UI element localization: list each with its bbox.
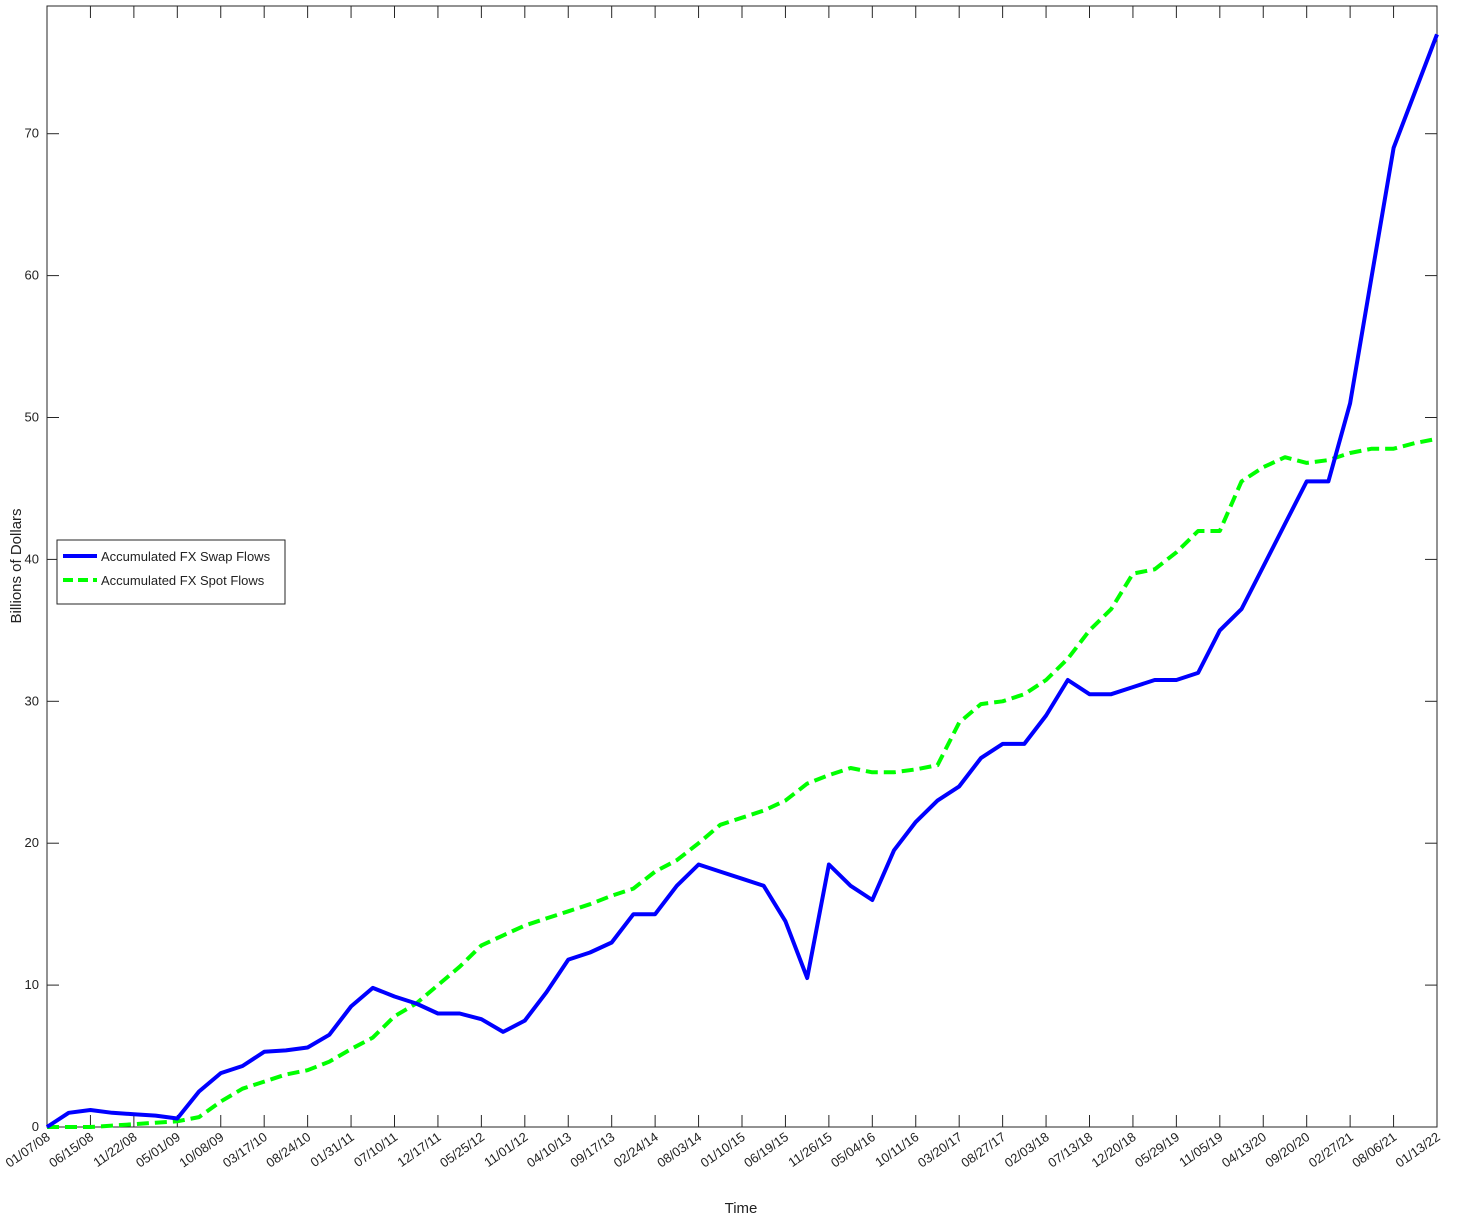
x-tick-label: 04/10/13 (524, 1129, 574, 1170)
y-tick-label: 70 (25, 126, 39, 141)
x-tick-label: 05/25/12 (437, 1129, 487, 1170)
y-axis-label: Billions of Dollars (8, 508, 25, 623)
x-tick-label: 05/29/19 (1132, 1129, 1182, 1170)
x-tick-label: 08/24/10 (263, 1129, 313, 1170)
x-tick-label: 11/01/12 (481, 1129, 530, 1170)
x-tick-label: 12/20/18 (1089, 1129, 1139, 1170)
y-tick-label: 30 (25, 693, 39, 708)
x-tick-label: 06/19/15 (741, 1129, 791, 1170)
x-tick-label: 02/24/14 (611, 1129, 661, 1170)
x-tick-label: 10/08/09 (176, 1129, 226, 1170)
x-tick-label: 06/15/08 (46, 1129, 96, 1170)
x-tick-label: 05/04/16 (828, 1129, 878, 1170)
legend-box (56, 539, 286, 605)
legend-label: Accumulated FX Swap Flows (101, 549, 271, 564)
series-line (47, 436, 1438, 1129)
y-tick-label: 0 (32, 1119, 39, 1134)
x-axis-label: Time (725, 1200, 758, 1217)
x-tick-label: 11/22/08 (90, 1129, 139, 1170)
x-tick-label: 07/13/18 (1045, 1129, 1095, 1170)
x-tick-label: 09/17/13 (567, 1129, 617, 1170)
y-tick-label: 20 (25, 835, 39, 850)
y-tick-label: 10 (25, 977, 39, 992)
series-line (45, 33, 1439, 1129)
y-tick-label: 40 (25, 551, 39, 566)
x-tick-label: 09/20/20 (1262, 1129, 1312, 1170)
y-tick-label: 60 (25, 268, 39, 283)
x-tick-label: 03/17/10 (220, 1129, 270, 1170)
x-tick-label: 05/01/09 (133, 1129, 183, 1170)
x-tick-label: 11/05/19 (1176, 1129, 1225, 1170)
x-tick-label: 10/11/16 (872, 1129, 921, 1170)
x-tick-label: 12/17/11 (394, 1129, 443, 1170)
x-tick-label: 02/03/18 (1002, 1129, 1052, 1170)
x-tick-label: 11/26/15 (785, 1129, 834, 1170)
x-tick-label: 07/10/11 (351, 1129, 400, 1170)
x-tick-label: 02/27/21 (1306, 1129, 1356, 1170)
x-tick-label: 04/13/20 (1219, 1129, 1269, 1170)
x-tick-label: 08/06/21 (1349, 1129, 1399, 1170)
x-tick-label: 08/27/17 (958, 1129, 1008, 1170)
x-tick-label: 03/20/17 (915, 1129, 965, 1170)
x-tick-label: 01/10/15 (698, 1129, 748, 1170)
x-tick-label: 01/31/11 (308, 1129, 357, 1170)
y-tick-label: 50 (25, 410, 39, 425)
x-tick-label: 08/03/14 (654, 1129, 704, 1170)
legend-label: Accumulated FX Spot Flows (101, 573, 265, 588)
x-tick-label: 01/07/08 (3, 1129, 53, 1170)
x-tick-label: 01/13/22 (1393, 1129, 1443, 1170)
